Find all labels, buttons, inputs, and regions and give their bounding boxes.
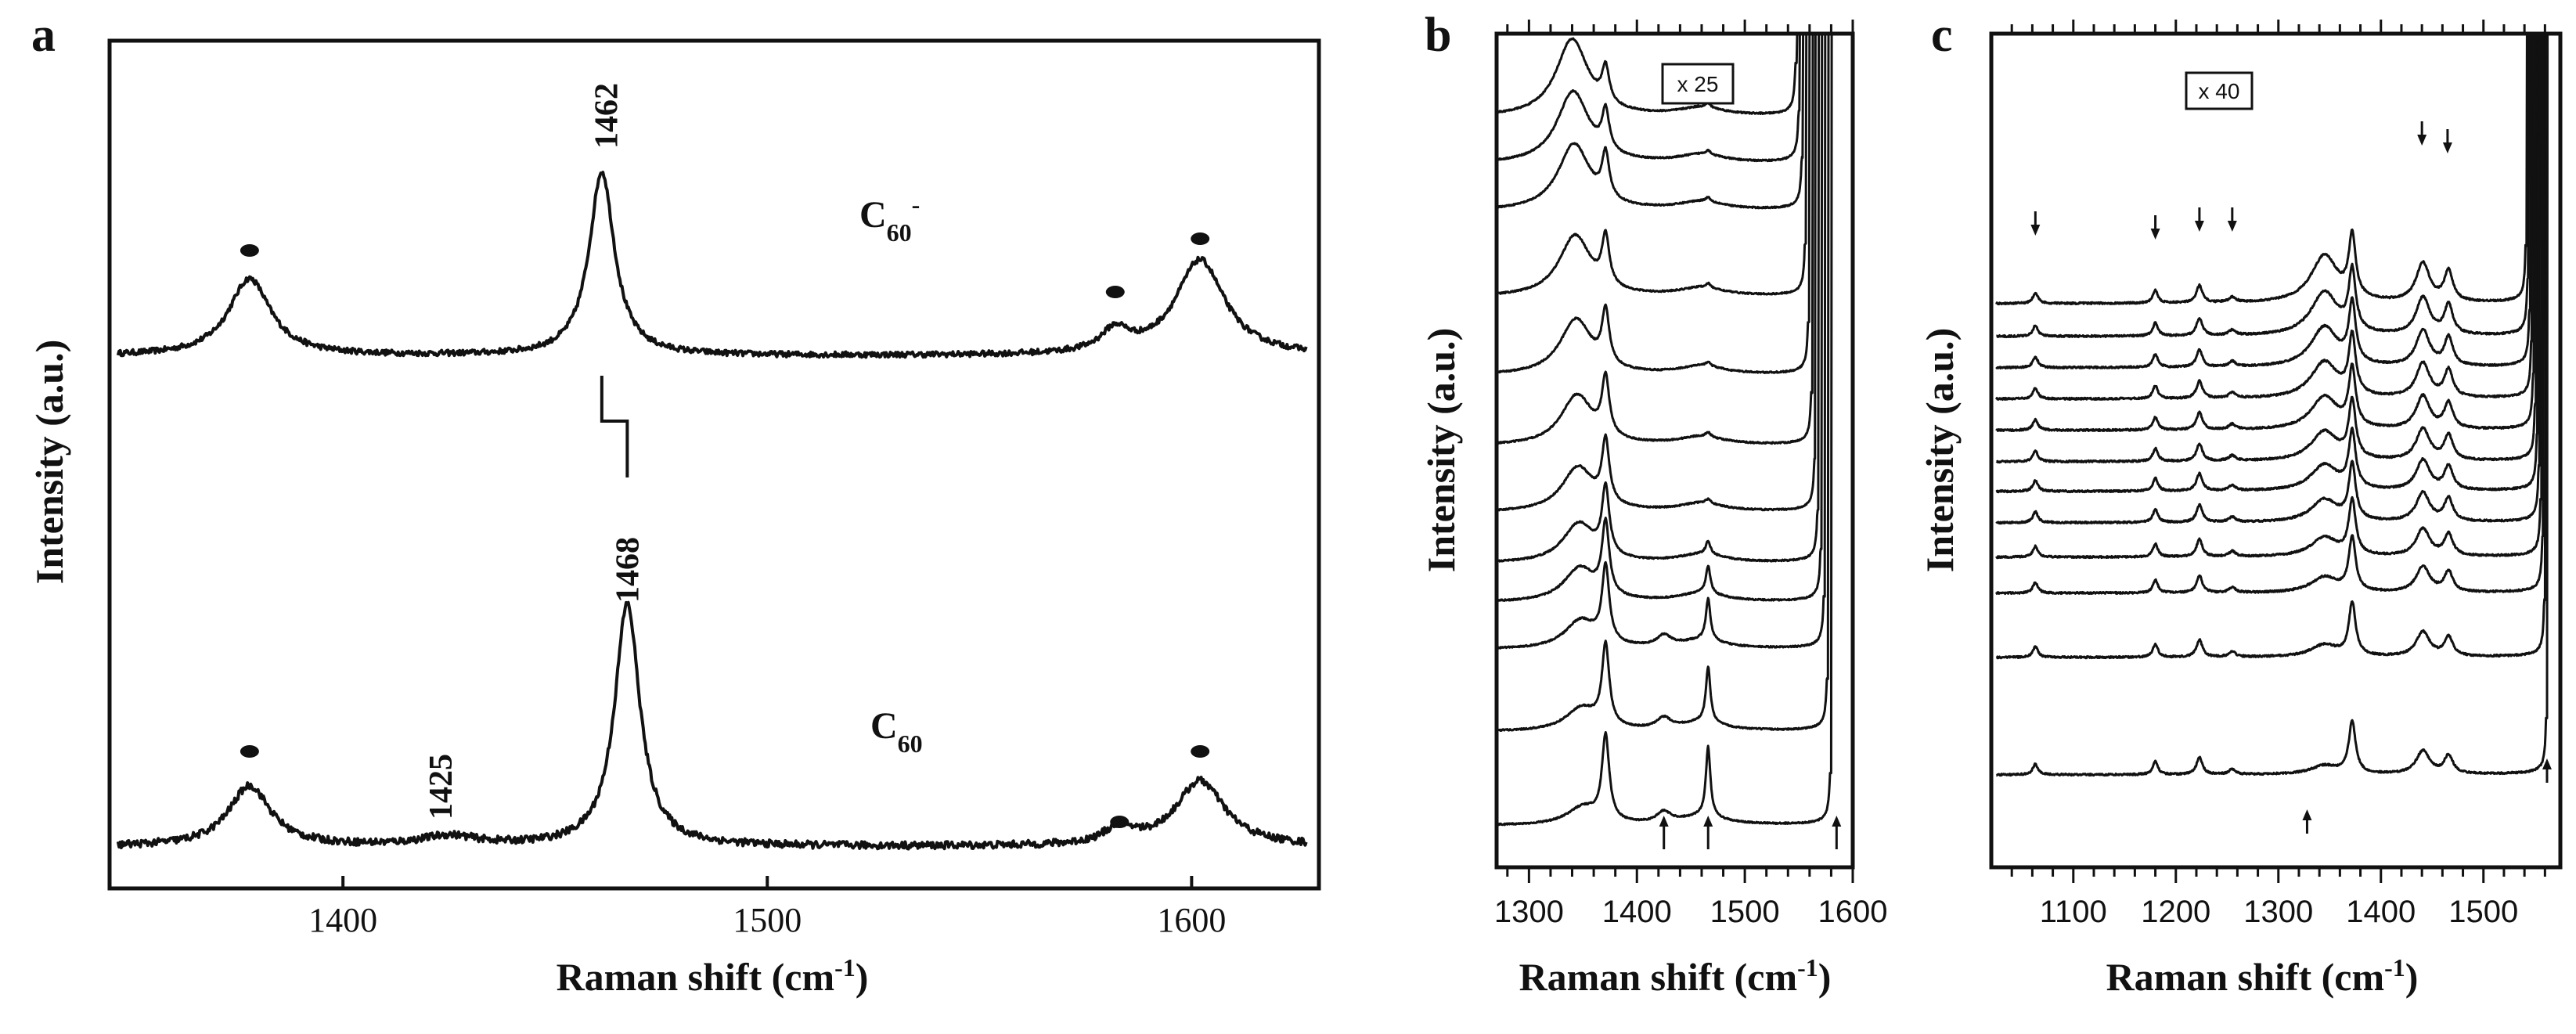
panel-c-trace bbox=[1995, 32, 2558, 525]
panel-c-trace bbox=[1995, 32, 2558, 432]
panel-c-down-arrowhead bbox=[2227, 221, 2237, 232]
panel-c-xtick-label: 1400 bbox=[2346, 895, 2416, 929]
panel-b: b 1300 1400 1500 1600 x 25 Intensity (a.u.)… bbox=[1419, 9, 1887, 999]
panel-c-scale-box bbox=[2185, 71, 2254, 110]
panel-c-down-arrowhead bbox=[2442, 142, 2452, 153]
panel-c-xtick-label: 1200 bbox=[2141, 895, 2210, 929]
panel-b-trace bbox=[1496, 32, 1852, 563]
panel-c-trace bbox=[1995, 32, 2558, 401]
panel-b-trace bbox=[1495, 32, 1852, 445]
panel-c-frame bbox=[1989, 31, 2563, 870]
panel-a-series-label: C60- bbox=[859, 190, 920, 247]
panel-b-xtick-label: 1400 bbox=[1602, 895, 1672, 929]
panel-c-up-arrowhead bbox=[2542, 758, 2552, 769]
panel-a-traces: C60- C60 bbox=[116, 171, 1308, 851]
panel-a-xlabel: Raman shift (cm-1) bbox=[557, 953, 869, 999]
panel-c-trace bbox=[1995, 32, 2558, 369]
panel-b-scale-box bbox=[1661, 63, 1735, 105]
panel-c-xtick-label: 1100 bbox=[2040, 895, 2107, 929]
panel-c-xtick-label: 1500 bbox=[2448, 895, 2518, 929]
panel-b-trace bbox=[1495, 32, 1852, 210]
panel-a-shift-indicator bbox=[600, 376, 629, 477]
panel-a-xtick-label: 1600 bbox=[1157, 901, 1226, 939]
panel-b-xlabel: Raman shift (cm-1) bbox=[1519, 953, 1832, 999]
panel-c-trace bbox=[1995, 32, 2558, 777]
panel-b-xtick-label: 1300 bbox=[1494, 895, 1564, 929]
panel-b-xtick-label: 1600 bbox=[1818, 895, 1888, 929]
panel-a-xtick-label: 1400 bbox=[308, 901, 377, 939]
panel-c-trace bbox=[1995, 32, 2558, 464]
panel-b-trace bbox=[1496, 32, 1852, 163]
panel-a-peak-annotation: 1462 bbox=[589, 83, 625, 149]
panel-a: a 1400 1500 1600 C60- C60 1462 1468 1425 Inte… bbox=[27, 9, 1321, 999]
panel-b-trace bbox=[1496, 32, 1852, 602]
panel-a-peak-marker bbox=[240, 745, 259, 758]
panel-a-label: a bbox=[31, 9, 56, 62]
panel-c-arrows bbox=[2030, 121, 2552, 834]
panel-c-trace bbox=[1995, 32, 2558, 596]
panel-b-xtick-label: 1500 bbox=[1710, 895, 1780, 929]
panel-c-down-arrowhead bbox=[2194, 221, 2204, 232]
panel-c-down-arrowhead bbox=[2150, 229, 2160, 240]
panel-a-ticks: 1400 1500 1600 bbox=[308, 876, 1226, 939]
panel-c: c 1100 1200 1300 1400 1500 x 40 Intensity (a… bbox=[1918, 9, 2563, 999]
panel-c-trace bbox=[1995, 32, 2558, 339]
panel-a-annotations: 1462 1468 1425 bbox=[423, 83, 647, 820]
panel-c-down-arrowhead bbox=[2417, 135, 2427, 146]
panel-a-xtick-label: 1500 bbox=[733, 901, 802, 939]
panel-a-series-label: C60 bbox=[870, 705, 923, 758]
panel-c-xlabel: Raman shift (cm-1) bbox=[2106, 953, 2419, 999]
panel-c-traces bbox=[1995, 32, 2558, 777]
panel-a-trace bbox=[116, 171, 1308, 359]
panel-b-trace bbox=[1496, 32, 1852, 115]
panel-a-frame bbox=[107, 38, 1321, 891]
panel-b-up-arrowhead bbox=[1832, 816, 1842, 827]
panel-a-peak-annotation: 1468 bbox=[610, 537, 646, 603]
panel-c-up-arrowhead bbox=[2302, 809, 2312, 820]
panel-c-ylabel: Intensity (a.u.) bbox=[1918, 328, 1962, 573]
panel-b-label: b bbox=[1425, 9, 1451, 62]
panel-b-ticks: 1300 1400 1500 1600 bbox=[1494, 20, 1888, 929]
panel-c-xtick-label: 1300 bbox=[2243, 895, 2313, 929]
panel-a-peak-marker bbox=[240, 244, 259, 257]
panel-b-trace bbox=[1496, 32, 1852, 296]
panel-a-peak-marker bbox=[1105, 286, 1125, 298]
panel-b-ylabel: Intensity (a.u.) bbox=[1419, 328, 1463, 573]
panel-c-label: c bbox=[1931, 9, 1953, 62]
panel-b-up-arrowhead bbox=[1659, 816, 1669, 827]
panel-b-trace bbox=[1496, 32, 1852, 650]
panel-b-up-arrowhead bbox=[1703, 816, 1713, 827]
panel-a-peak-marker bbox=[1191, 232, 1210, 245]
panel-c-trace bbox=[1995, 32, 2558, 306]
panel-c-ticks: 1100 1200 1300 1400 1500 bbox=[2010, 20, 2546, 929]
panel-a-peak-annotation: 1425 bbox=[423, 754, 459, 820]
panel-b-arrows bbox=[1659, 816, 1842, 849]
panel-c-scale-label: x 40 bbox=[2199, 79, 2240, 103]
panel-c-trace bbox=[1995, 32, 2558, 560]
panel-a-peak-marker bbox=[1110, 816, 1129, 828]
panel-b-trace bbox=[1495, 32, 1852, 732]
panel-c-down-arrowhead bbox=[2030, 225, 2041, 236]
panel-a-ylabel: Intensity (a.u.) bbox=[27, 340, 71, 585]
panel-b-frame bbox=[1494, 31, 1855, 870]
panel-b-trace bbox=[1496, 32, 1852, 512]
panel-b-trace bbox=[1495, 32, 1852, 827]
panel-a-peak-marker bbox=[1191, 745, 1210, 758]
panel-b-scale-label: x 25 bbox=[1677, 72, 1719, 96]
panel-c-trace bbox=[1995, 32, 2558, 660]
panel-c-trace bbox=[1995, 32, 2558, 494]
panel-b-traces bbox=[1495, 32, 1852, 827]
panel-a-trace bbox=[116, 600, 1308, 851]
panel-b-trace bbox=[1495, 32, 1852, 374]
